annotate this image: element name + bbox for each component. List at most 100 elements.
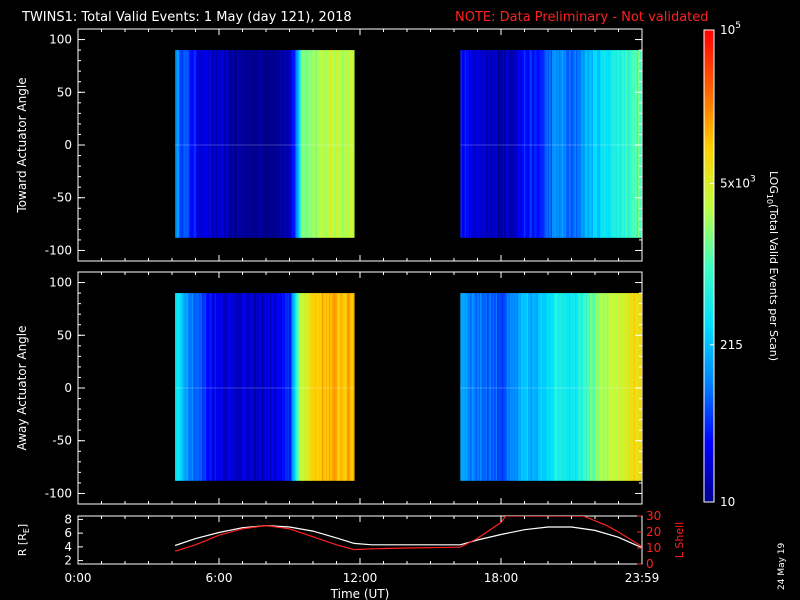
y-axis-label-pre: R [R — [16, 533, 29, 556]
heatmap-cell — [474, 293, 477, 481]
heatmap-cell — [332, 293, 335, 481]
heatmap-cell — [473, 293, 475, 481]
heatmap-cell — [201, 50, 204, 238]
heatmap-cell — [306, 50, 308, 238]
footer-date: 24 May 19 — [777, 542, 787, 590]
heatmap-cell — [604, 293, 606, 481]
heatmap-cell — [262, 293, 265, 481]
heatmap-cell — [464, 50, 467, 238]
heatmap-cell — [176, 293, 179, 481]
heatmap-cell — [290, 50, 293, 238]
heatmap-cell — [463, 293, 465, 481]
heatmap-cell — [261, 50, 263, 238]
heatmap-cell — [571, 50, 574, 238]
heatmap-cell — [228, 50, 231, 238]
heatmap-cell — [550, 293, 553, 481]
heatmap-cell — [241, 50, 244, 238]
heatmap-cell — [213, 293, 215, 481]
heatmap-cell — [553, 50, 556, 238]
y-axis-label: Toward Actuator Angle — [15, 77, 29, 213]
heatmap-cell — [317, 293, 320, 481]
heatmap-cell — [352, 293, 355, 481]
heatmap-cell — [238, 50, 241, 238]
heatmap-cell — [468, 293, 471, 481]
y-tick-label: 50 — [57, 85, 72, 99]
heatmap-cell — [618, 50, 621, 238]
heatmap-cell — [344, 293, 347, 481]
heatmap-cell — [331, 293, 334, 481]
heatmap-cell — [186, 293, 189, 481]
heatmap-cell — [543, 50, 546, 238]
heatmap-cell — [590, 50, 592, 238]
heatmap-cell — [615, 50, 618, 238]
y-tick-label: 4 — [64, 540, 72, 554]
heatmap-cell — [505, 293, 508, 481]
heatmap-cell — [311, 293, 314, 481]
y-tick-label: -100 — [45, 243, 72, 257]
heatmap-cell — [595, 293, 598, 481]
heatmap-cell — [203, 50, 206, 238]
heatmap-cell — [587, 293, 590, 481]
heatmap-cell — [485, 293, 488, 481]
heatmap-cell — [511, 50, 513, 238]
heatmap-cell — [577, 293, 580, 481]
x-tick-label: 6:00 — [206, 571, 233, 585]
heatmap-cell — [622, 293, 625, 481]
heatmap-cell — [601, 50, 604, 238]
heatmap-cell — [348, 50, 351, 238]
colorbar-tick-label: 5x103 — [720, 175, 756, 191]
heatmap-cell — [619, 50, 622, 238]
heatmap-cell — [296, 293, 299, 481]
heatmap-cell — [601, 293, 604, 481]
heatmap-cell — [207, 50, 210, 238]
y-tick-label: 6 — [64, 526, 72, 540]
heatmap-cell — [270, 50, 273, 238]
heatmap-cell — [309, 50, 311, 238]
heatmap-cell — [254, 50, 256, 238]
heatmap-cell — [559, 293, 561, 481]
heatmap-cell — [211, 293, 214, 481]
heatmap-cell — [506, 293, 509, 481]
heatmap-cell — [557, 50, 560, 238]
heatmap-cell — [535, 293, 537, 481]
heatmap-cell — [194, 293, 197, 481]
heatmap-cell — [341, 293, 344, 481]
heatmap-cell — [630, 50, 633, 238]
heatmap-cell — [335, 293, 338, 481]
heatmap-cell — [232, 50, 235, 238]
heatmap-cell — [245, 50, 248, 238]
heatmap-cell — [498, 293, 501, 481]
zero-angle-band — [175, 144, 355, 146]
x-axis-label: Time (UT) — [330, 587, 390, 600]
heatmap-cell — [180, 293, 183, 481]
heatmap-cell — [494, 50, 496, 238]
heatmap-cell — [616, 50, 619, 238]
panel-frame — [77, 515, 643, 565]
heatmap-cell — [332, 50, 335, 238]
heatmap-cell — [547, 293, 550, 481]
heatmap-cell — [306, 293, 308, 481]
heatmap-cell — [606, 293, 609, 481]
heatmap-cell — [242, 50, 245, 238]
heatmap-cell — [571, 293, 574, 481]
heatmap-cell — [563, 293, 566, 481]
heatmap-cell — [309, 293, 311, 481]
heatmap-cell — [528, 50, 530, 238]
heatmap-cell — [640, 293, 642, 481]
heatmap-cell — [554, 50, 557, 238]
heatmap-cell — [470, 293, 473, 481]
heatmap-cell — [310, 293, 313, 481]
heatmap-cell — [303, 293, 306, 481]
y-tick-label: -100 — [45, 486, 72, 500]
heatmap-cell — [526, 50, 529, 238]
heatmap-cell — [177, 293, 180, 481]
heatmap-cell — [477, 50, 480, 238]
heatmap-cell — [592, 50, 595, 238]
heatmap-cell — [489, 50, 492, 238]
heatmap-cell — [568, 293, 571, 481]
heatmap-cell — [242, 293, 245, 481]
heatmap-cell — [189, 50, 191, 238]
heatmap-cell — [583, 50, 585, 238]
heatmap-cell — [591, 50, 594, 238]
